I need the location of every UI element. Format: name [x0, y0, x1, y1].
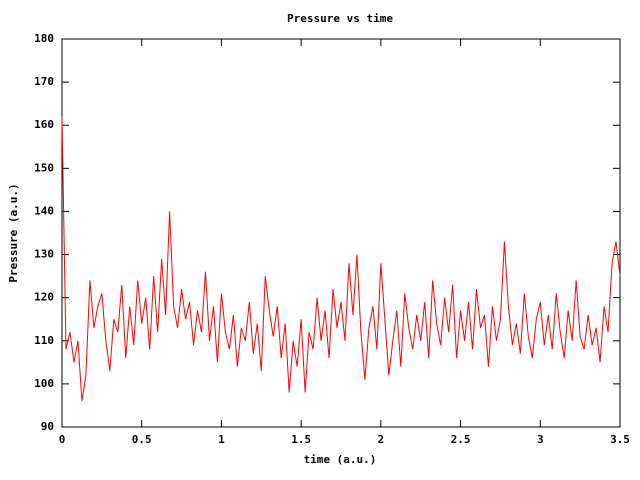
x-tick-label: 0 — [59, 433, 66, 446]
y-tick-label: 100 — [34, 377, 54, 390]
y-tick-label: 140 — [34, 204, 54, 217]
y-tick-label: 130 — [34, 248, 54, 261]
x-tick-label: 3 — [537, 433, 544, 446]
y-tick-label: 160 — [34, 118, 54, 131]
x-tick-label: 2 — [378, 433, 385, 446]
chart-title: Pressure vs time — [287, 12, 393, 25]
x-tick-label: 0.5 — [132, 433, 152, 446]
y-tick-label: 180 — [34, 32, 54, 45]
y-tick-label: 150 — [34, 161, 54, 174]
x-axis-label: time (a.u.) — [304, 453, 377, 466]
plot-frame — [61, 38, 621, 428]
y-tick-label: 120 — [34, 291, 54, 304]
y-axis-label: Pressure (a.u.) — [7, 183, 20, 282]
y-tick-label: 90 — [41, 420, 54, 433]
x-tick-label: 3.5 — [610, 433, 630, 446]
y-tick-label: 170 — [34, 75, 54, 88]
x-tick-label: 1.5 — [291, 433, 311, 446]
data-line — [61, 116, 621, 402]
x-tick-label: 1 — [218, 433, 225, 446]
y-tick-label: 110 — [34, 334, 54, 347]
x-tick-label: 2.5 — [451, 433, 471, 446]
